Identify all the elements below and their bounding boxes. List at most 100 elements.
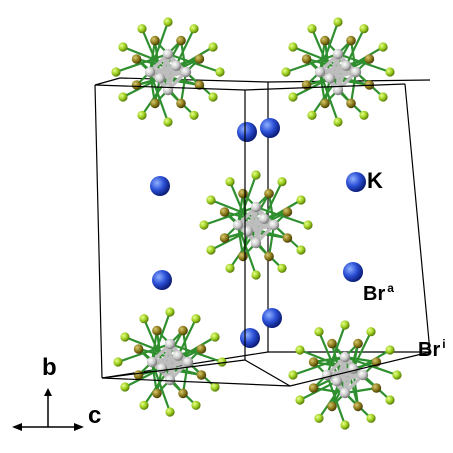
bromine-apical-atom — [191, 314, 201, 324]
bromine-inner-atom — [176, 35, 186, 46]
bromine-inner-atom — [133, 344, 144, 354]
bromine-apical-atom — [165, 307, 175, 317]
cell-edge — [94, 84, 246, 91]
bond — [292, 355, 346, 377]
bond — [325, 374, 347, 426]
metal-atom — [332, 84, 344, 96]
metal-atom — [232, 219, 244, 231]
bromine-apical-atom — [165, 407, 175, 417]
bromine-apical-atom — [118, 42, 128, 52]
bond — [349, 71, 358, 104]
bromine-apical-label: Br a — [363, 282, 394, 305]
metal-atom — [180, 66, 192, 78]
bromine-apical-atom — [139, 314, 149, 324]
bromine-inner-atom — [353, 338, 363, 349]
bromine-apical-atom — [251, 170, 261, 180]
cluster — [113, 307, 227, 417]
metal-atom — [268, 219, 280, 231]
bromine-apical-atom — [385, 395, 395, 405]
bromine-apical-atom — [288, 42, 298, 52]
metal-atom — [156, 363, 168, 374]
bromine-apical-atom — [189, 110, 199, 120]
bromine-inner-atom — [178, 325, 188, 336]
bond — [236, 224, 258, 276]
bromine-apical-atom — [314, 413, 324, 423]
bromine-inner-atom — [178, 388, 188, 399]
potassium-ion — [346, 172, 366, 192]
potassium-ion — [262, 308, 282, 328]
bromine-inner-atom — [131, 80, 142, 90]
metal-atom — [164, 374, 176, 386]
bond — [267, 224, 276, 257]
metal-atom — [250, 201, 262, 213]
bromine-inner-atom — [196, 344, 207, 354]
bromine-apical-atom — [385, 345, 395, 355]
bromine-apical-atom — [295, 395, 305, 405]
potassium-ion — [343, 262, 363, 282]
bromine-apical-atom — [288, 92, 298, 102]
bromine-apical-atom — [303, 220, 313, 230]
bond — [318, 71, 340, 123]
bromine-apical-atom — [385, 67, 395, 77]
bromine-apical-atom — [392, 370, 402, 380]
bromine-inner-atom — [327, 338, 337, 349]
bromine-apical-atom — [225, 177, 235, 187]
bond — [337, 52, 391, 74]
bond — [313, 386, 346, 395]
bond — [148, 21, 170, 73]
bromine-apical-label-base: Br — [363, 283, 386, 305]
metal-atom — [331, 376, 343, 387]
bromine-inner-atom — [219, 207, 230, 217]
bromine-inner-atom — [238, 251, 248, 262]
bond — [175, 28, 195, 67]
metal-atom — [350, 66, 362, 78]
bromine-inner-atom — [133, 370, 144, 380]
metal-atom — [164, 338, 176, 350]
bromine-inner-atom — [194, 80, 205, 90]
bond — [203, 205, 257, 227]
metal-atom — [332, 48, 344, 60]
bromine-apical-atom — [215, 67, 225, 77]
bond — [285, 52, 339, 74]
cell-edge — [244, 83, 406, 91]
cell-edge — [404, 83, 431, 353]
potassium-ion — [237, 122, 257, 142]
bromine-apical-atom — [296, 245, 306, 255]
bond — [141, 65, 178, 116]
bond — [117, 342, 171, 364]
bromine-inner-atom — [371, 383, 382, 393]
bond — [311, 65, 348, 116]
bromine-inner-atom — [301, 54, 312, 64]
potassium-label: K — [367, 168, 383, 193]
cell-edge — [101, 359, 246, 379]
bromine-apical-atom — [366, 413, 376, 423]
metal-atom — [340, 60, 352, 71]
axis-indicator — [12, 388, 84, 431]
bromine-apical-atom — [208, 92, 218, 102]
bromine-inner-atom — [282, 207, 293, 217]
bromine-inner-atom — [238, 188, 248, 199]
bond — [344, 386, 377, 395]
bromine-apical-atom — [378, 92, 388, 102]
bromine-apical-atom — [288, 370, 298, 380]
bromine-apical-atom — [340, 320, 350, 330]
bromine-apical-atom — [277, 177, 287, 187]
bromine-apical-atom — [210, 332, 220, 342]
bond — [299, 380, 338, 401]
bromine-apical-atom — [208, 42, 218, 52]
bromine-apical-atom — [378, 42, 388, 52]
bromine-inner-atom — [150, 35, 160, 46]
bond — [122, 77, 161, 98]
metal-atom — [347, 363, 359, 374]
bromine-apical-atom — [251, 270, 261, 280]
metal-atom — [258, 213, 270, 224]
bromine-inner-atom — [219, 233, 230, 243]
bromine-apical-atom — [111, 67, 121, 77]
bromine-inner-label-superscript: i — [442, 337, 446, 351]
cluster — [288, 320, 402, 430]
bromine-apical-atom — [359, 24, 369, 34]
bromine-inner-atom — [194, 54, 205, 64]
bromine-apical-atom — [139, 400, 149, 410]
metal-atom — [170, 60, 182, 71]
